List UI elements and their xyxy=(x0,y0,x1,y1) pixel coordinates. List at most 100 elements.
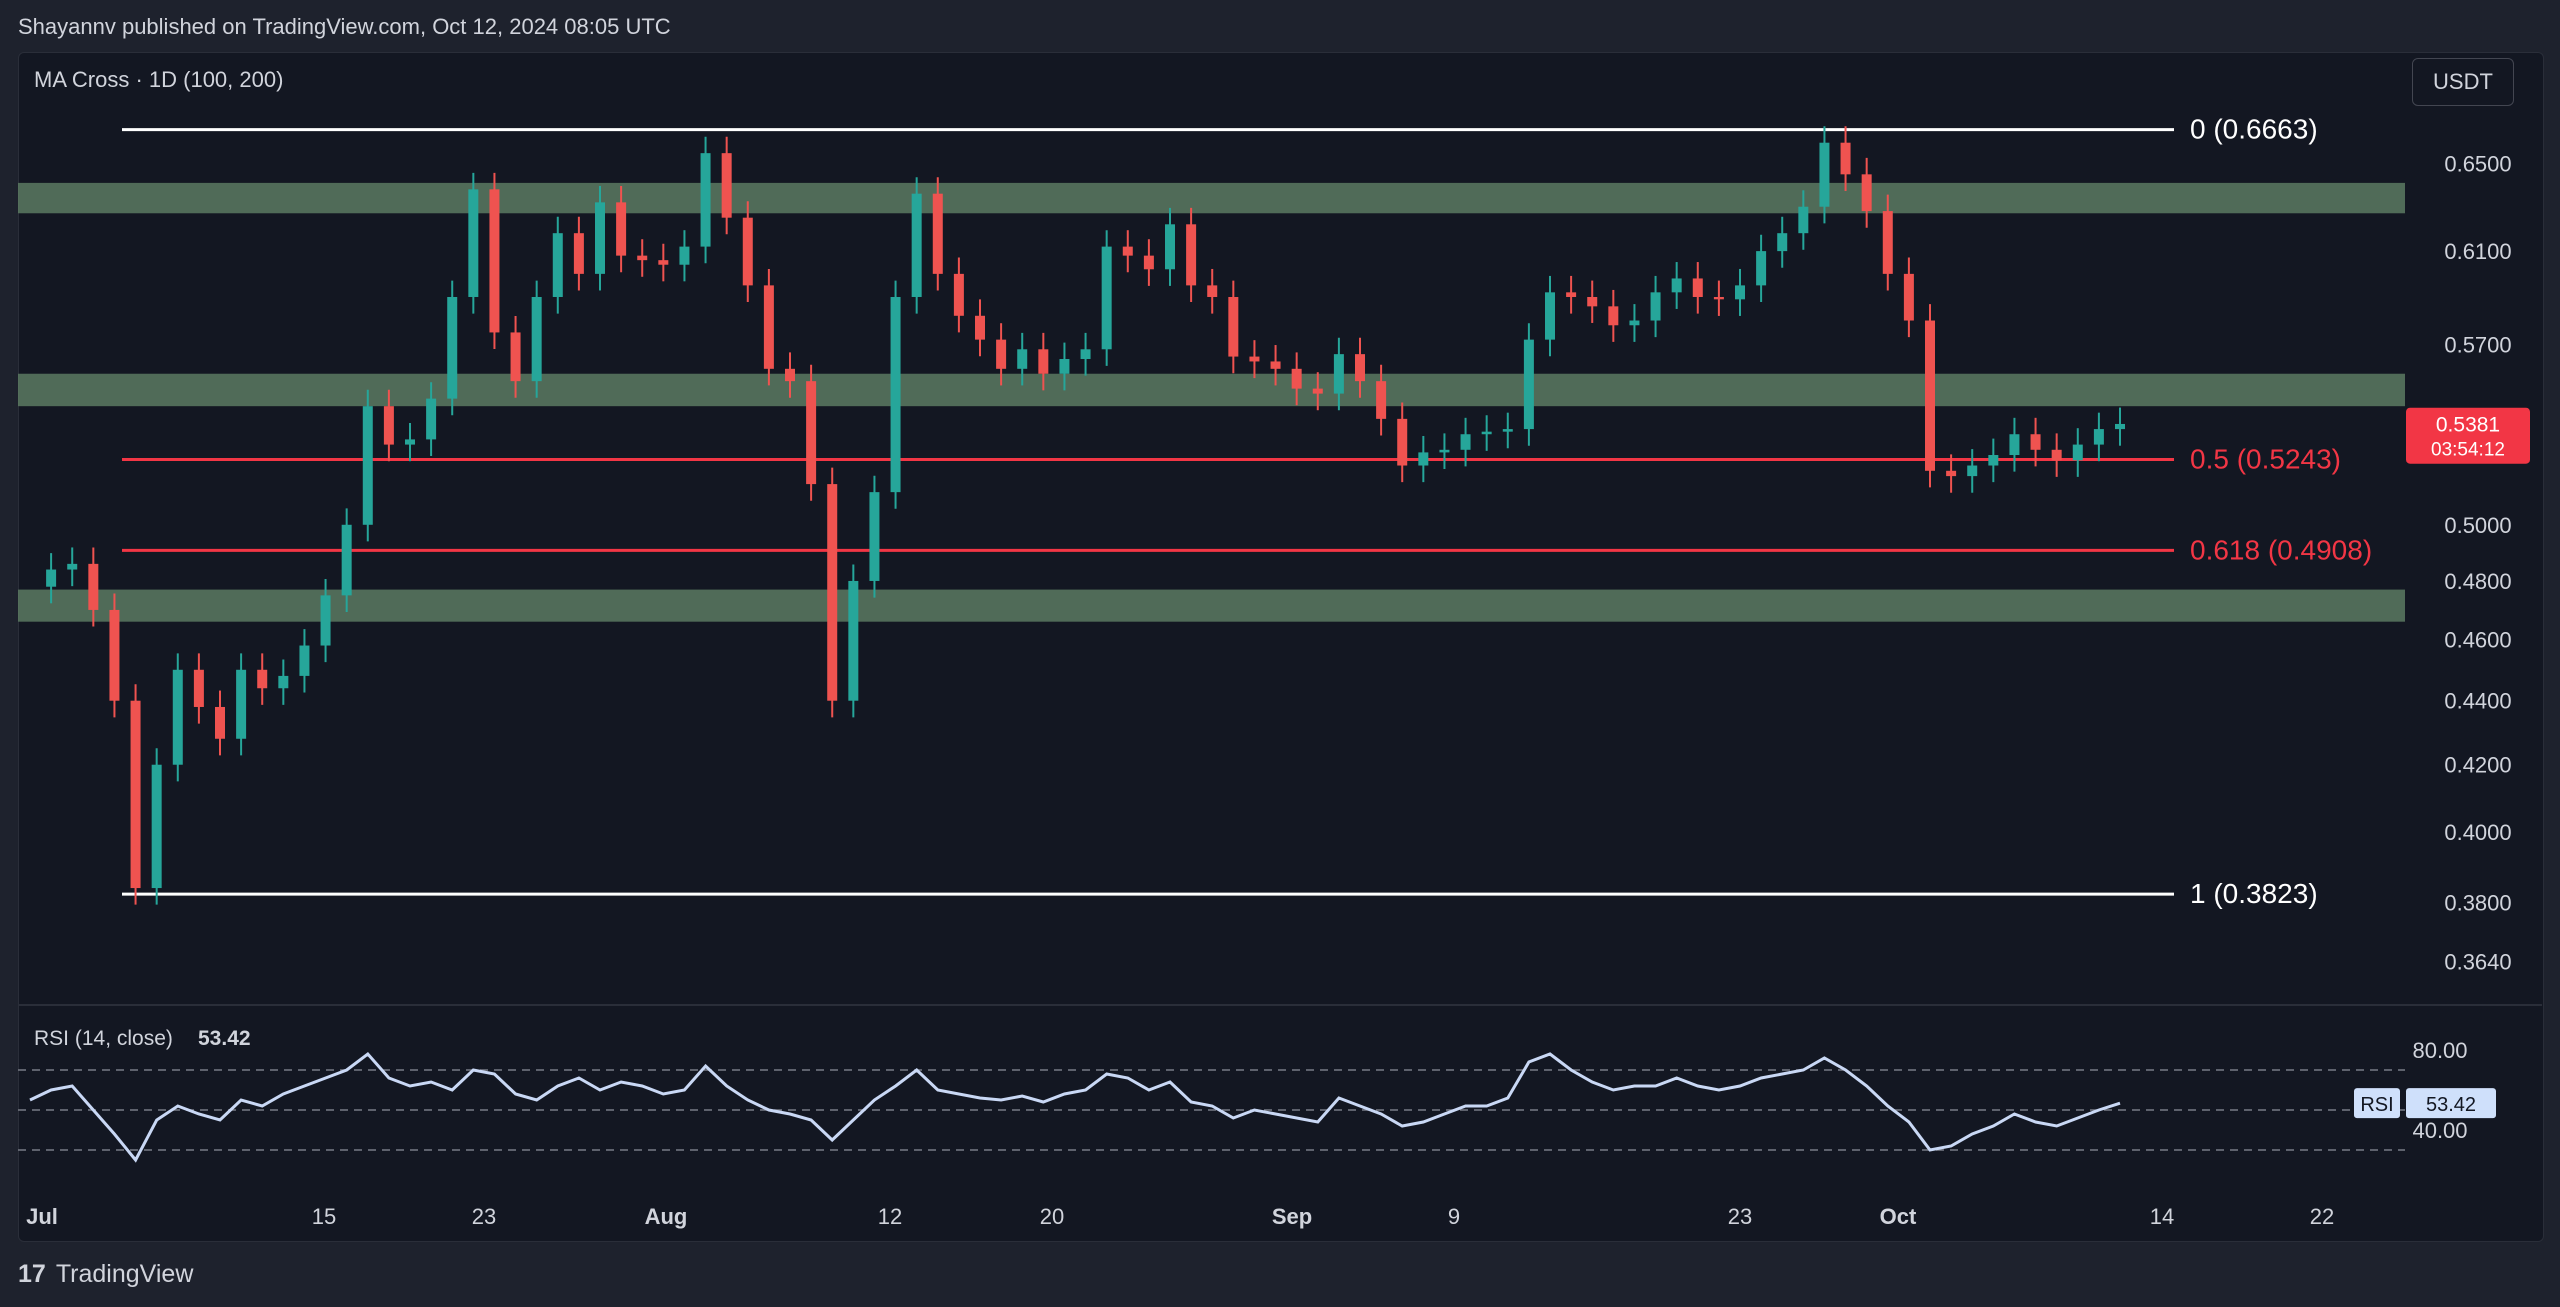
rsi-pane[interactable]: 80.00 40.00 RSI 53.42 xyxy=(18,1038,2496,1163)
price-badge-countdown: 03:54:12 xyxy=(2431,440,2505,461)
candle-body-40 xyxy=(869,492,880,581)
candle-body-63 xyxy=(1355,354,1365,382)
y-tick-3: 0.5000 xyxy=(2444,513,2511,538)
candle-body-46 xyxy=(996,339,1007,369)
time-axis[interactable]: Jul 15 23 Aug 12 20 Sep 9 23 Oct 14 22 xyxy=(26,1204,2334,1229)
candle-body-71 xyxy=(1523,339,1534,430)
candle-body-35 xyxy=(763,285,774,369)
candle-body-34 xyxy=(742,217,753,286)
candle-body-26 xyxy=(573,233,584,274)
x-tick-3: Aug xyxy=(645,1204,688,1229)
fib-label-3: 1 (0.3823) xyxy=(2190,878,2318,909)
footer: 17 TradingView xyxy=(18,1254,193,1294)
candle-body-5 xyxy=(130,700,141,889)
current-price-badge: 0.5381 03:54:12 xyxy=(2406,407,2530,464)
candle-body-51 xyxy=(1101,246,1112,350)
x-tick-9: Oct xyxy=(1880,1204,1917,1229)
candle-body-3 xyxy=(88,563,99,610)
y-tick-0: 0.6500 xyxy=(2444,152,2511,177)
x-tick-4: 12 xyxy=(878,1204,902,1229)
candle-body-1 xyxy=(46,569,57,587)
candle-body-15 xyxy=(341,524,352,596)
candle-body-2 xyxy=(67,563,78,570)
candle-body-37 xyxy=(806,381,817,485)
rsi-tick-0: 80.00 xyxy=(2412,1038,2467,1063)
candle-body-67 xyxy=(1439,449,1450,453)
candle-body-96 xyxy=(2051,449,2062,461)
candle-body-47 xyxy=(1017,349,1028,369)
candlesticks xyxy=(46,126,2125,905)
price-axis[interactable]: 0.6500 0.6100 0.5700 0.5000 0.4800 0.4600 0.44… xyxy=(2444,152,2511,975)
rsi-title: RSI (14, close) xyxy=(34,1027,173,1050)
candle-body-70 xyxy=(1502,429,1513,432)
publish-info: Shayannv published on TradingView.com, O… xyxy=(18,14,671,39)
candle-body-42 xyxy=(911,193,922,297)
x-tick-11: 22 xyxy=(2310,1204,2334,1229)
candle-body-7 xyxy=(172,669,183,765)
candle-body-25 xyxy=(552,233,563,297)
support-resistance-zones xyxy=(18,182,2405,622)
y-tick-2: 0.5700 xyxy=(2444,332,2511,357)
candle-body-69 xyxy=(1481,431,1492,435)
y-tick-1: 0.6100 xyxy=(2444,239,2511,264)
candle-body-19 xyxy=(426,398,437,440)
candle-body-23 xyxy=(510,332,521,382)
candle-body-20 xyxy=(447,296,458,399)
y-tick-6: 0.4400 xyxy=(2444,689,2511,714)
zone-band-2 xyxy=(18,589,2405,622)
candle-body-14 xyxy=(320,595,331,646)
candle-body-52 xyxy=(1122,246,1133,256)
candle-body-85 xyxy=(1819,142,1830,207)
zone-band-0 xyxy=(18,182,2405,214)
rsi-tick-1: 40.00 xyxy=(2412,1118,2467,1143)
candle-body-57 xyxy=(1228,296,1239,357)
tradingview-brand[interactable]: TradingView xyxy=(55,1259,194,1288)
rsi-badge-label: RSI xyxy=(2360,1094,2393,1116)
candle-body-94 xyxy=(2009,434,2020,456)
candle-body-9 xyxy=(215,706,225,739)
candle-body-58 xyxy=(1249,356,1260,362)
y-tick-4: 0.4800 xyxy=(2444,569,2511,594)
candle-body-27 xyxy=(595,202,605,274)
candle-body-38 xyxy=(827,484,838,701)
candle-body-99 xyxy=(2115,423,2125,430)
rsi-badge-value: 53.42 xyxy=(2426,1094,2476,1116)
candle-body-62 xyxy=(1333,354,1344,394)
candle-body-66 xyxy=(1418,452,1429,466)
candle-body-4 xyxy=(109,609,120,701)
x-tick-2: 23 xyxy=(472,1204,496,1229)
chart-frame[interactable] xyxy=(18,52,2544,1242)
candle-body-11 xyxy=(257,669,268,689)
candle-body-74 xyxy=(1587,296,1598,307)
y-tick-5: 0.4600 xyxy=(2444,628,2511,653)
candle-body-59 xyxy=(1270,361,1281,369)
x-tick-6: Sep xyxy=(1272,1204,1312,1229)
candle-body-24 xyxy=(531,296,542,382)
x-tick-1: 15 xyxy=(312,1204,336,1229)
candle-body-91 xyxy=(1946,470,1957,477)
candle-body-88 xyxy=(1882,211,1893,274)
candle-body-92 xyxy=(1967,465,1978,477)
candle-body-16 xyxy=(362,406,373,525)
candle-body-72 xyxy=(1545,292,1555,340)
candle-body-45 xyxy=(975,315,985,340)
candle-body-6 xyxy=(151,764,162,889)
candle-body-13 xyxy=(299,645,310,676)
candle-body-41 xyxy=(890,296,901,493)
candle-body-39 xyxy=(848,580,859,701)
candle-body-54 xyxy=(1165,224,1175,270)
candle-body-18 xyxy=(405,439,415,445)
fib-label-2: 0.618 (0.4908) xyxy=(2190,534,2372,565)
rsi-badge-label-bg xyxy=(2354,1088,2400,1119)
candle-body-97 xyxy=(2072,444,2083,461)
x-tick-0: Jul xyxy=(26,1204,58,1229)
fib-label-1: 0.5 (0.5243) xyxy=(2190,443,2341,474)
x-tick-10: 14 xyxy=(2150,1204,2174,1229)
candle-body-55 xyxy=(1186,224,1197,286)
currency-button[interactable]: USDT xyxy=(2412,58,2514,106)
candle-body-29 xyxy=(637,255,648,261)
x-tick-8: 23 xyxy=(1728,1204,1752,1229)
candle-body-28 xyxy=(616,202,627,256)
candle-body-98 xyxy=(2093,429,2104,445)
